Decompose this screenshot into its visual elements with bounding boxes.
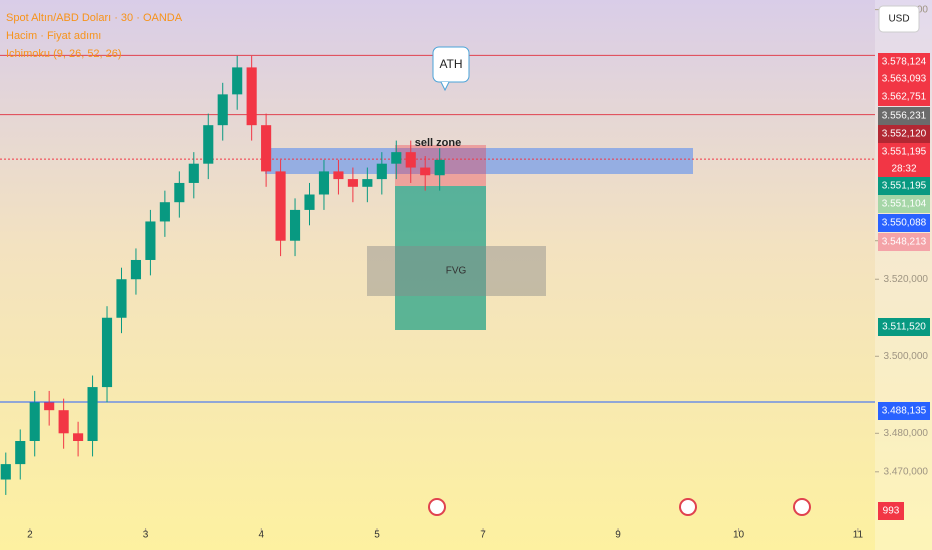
- ath-label: ATH: [439, 57, 462, 71]
- price-label-box: [878, 177, 930, 195]
- candle-body: [261, 125, 272, 172]
- price-label-box: [878, 143, 930, 161]
- price-label-box: [878, 53, 930, 71]
- candle-body: [232, 67, 243, 95]
- price-label: 3.548,213: [882, 237, 927, 248]
- event-icon[interactable]: [428, 498, 446, 516]
- candle-body: [434, 159, 445, 176]
- price-label-box: [878, 125, 930, 143]
- event-icons: [428, 498, 811, 516]
- candle-body: [58, 410, 69, 434]
- price-label-box: [878, 107, 930, 125]
- price-label: 3.552,120: [882, 129, 927, 140]
- candle-body: [15, 441, 26, 465]
- y-tick-label: 3.520,000: [884, 274, 929, 285]
- volume-label: 993: [883, 506, 900, 517]
- price-label-box: [878, 195, 930, 213]
- candle-body: [130, 259, 142, 280]
- y-tick-label: 3.470,000: [884, 466, 929, 477]
- event-icon[interactable]: [679, 498, 697, 516]
- countdown: 28:32: [891, 164, 916, 175]
- candle-body: [145, 221, 156, 260]
- x-tick-label: 11: [853, 530, 864, 541]
- candle-body: [376, 163, 387, 180]
- candle-body: [246, 67, 257, 126]
- fvg-label: FVG: [446, 266, 467, 277]
- candle-body: [333, 171, 344, 180]
- price-label-box: [878, 70, 930, 88]
- price-label: 3.511,520: [882, 322, 926, 333]
- price-label-box: [878, 214, 930, 232]
- x-tick-label: 9: [615, 530, 621, 541]
- volume-label-box: [878, 502, 904, 520]
- chart-title: Spot Altın/ABD Doları · 30 · OANDA: [6, 12, 183, 24]
- price-label: 3.551,104: [882, 199, 927, 210]
- ath-callout: ATH: [432, 46, 470, 92]
- price-label: 3.550,088: [882, 218, 927, 229]
- sell-zone-label: sell zone: [415, 137, 461, 149]
- event-icon[interactable]: [793, 498, 811, 516]
- price-label-box: [878, 88, 930, 106]
- price-label: 3.488,135: [882, 406, 927, 417]
- candle-body: [116, 279, 127, 318]
- candle-body: [203, 125, 214, 164]
- candle-body: [304, 194, 315, 210]
- y-tick-label: 3.500,000: [884, 351, 929, 362]
- x-tick-label: 2: [27, 530, 33, 541]
- candle-body: [0, 464, 11, 480]
- indicator-label: Hacim · Fiyat adımı: [6, 30, 101, 42]
- x-tick-label: 3: [143, 530, 149, 541]
- candle-body: [87, 387, 98, 442]
- candle-body: [101, 317, 113, 388]
- currency-button[interactable]: USD: [878, 5, 920, 33]
- candle-body: [188, 163, 199, 183]
- x-tick-label: 7: [480, 530, 486, 541]
- candle-body: [217, 94, 228, 126]
- fvg-box: [367, 246, 546, 296]
- price-label: 3.563,093: [882, 74, 927, 85]
- candle-body: [44, 402, 55, 411]
- candle-body: [362, 179, 373, 187]
- price-label-box: [878, 402, 930, 420]
- x-tick-label: 4: [259, 530, 265, 541]
- y-tick-label: 3.480,000: [884, 428, 929, 439]
- price-label: 3.551,195: [882, 181, 927, 192]
- candle-body: [174, 182, 185, 203]
- x-tick-label: 10: [733, 530, 745, 541]
- candle-body: [289, 209, 301, 241]
- candle-body: [420, 167, 431, 176]
- price-label-box: [878, 233, 930, 251]
- candle-body: [159, 202, 170, 222]
- currency-label[interactable]: USD: [888, 14, 909, 25]
- price-label: 3.562,751: [882, 92, 927, 103]
- sell-zone-box: [265, 148, 693, 174]
- x-tick-label: 5: [374, 530, 380, 541]
- price-label: 3.551,195: [882, 147, 927, 158]
- candle-body: [275, 171, 286, 241]
- candle-body: [391, 152, 402, 164]
- countdown-box: [878, 161, 930, 177]
- callout-tail: [440, 81, 450, 92]
- target-box: [395, 186, 486, 330]
- candle-body: [405, 152, 416, 168]
- indicator-label: Ichimoku (9, 26, 52, 26): [6, 48, 122, 60]
- price-label: 3.556,231: [882, 111, 927, 122]
- price-label: 3.578,124: [882, 57, 927, 68]
- currency-button-box[interactable]: [878, 5, 920, 33]
- candle-body: [29, 402, 40, 442]
- candle-body: [73, 433, 84, 442]
- callout-box: [432, 46, 470, 83]
- candle-body: [347, 179, 358, 187]
- price-label-box: [878, 318, 930, 336]
- candle-body: [318, 171, 330, 195]
